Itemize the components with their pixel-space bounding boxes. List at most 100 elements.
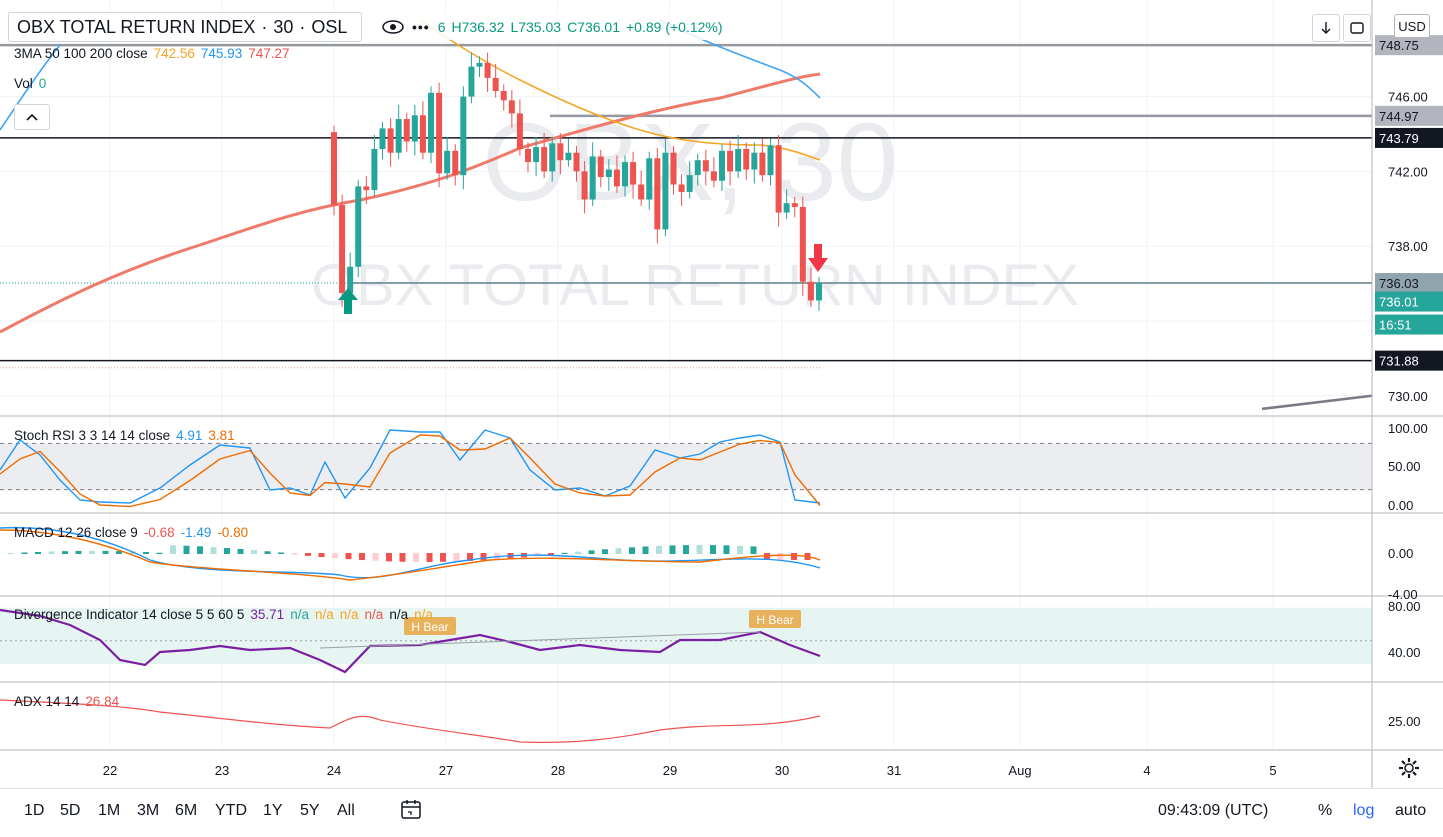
stoch-legend[interactable]: Stoch RSI 3 3 14 14 close 4.91 3.81 xyxy=(14,428,241,443)
candle-body-32 xyxy=(589,156,596,200)
vol-legend[interactable]: Vol 0 xyxy=(14,76,52,91)
price-label-l743: 743.79 xyxy=(1379,131,1419,146)
time-tick-3: 27 xyxy=(439,763,453,778)
div-na-2: n/a xyxy=(314,607,334,622)
hbear-badge-0 xyxy=(404,617,456,635)
candle-body-28 xyxy=(557,143,564,161)
candle-body-24 xyxy=(525,148,531,163)
macd-bar-7 xyxy=(102,550,109,554)
range-button-5d[interactable]: 5D xyxy=(60,802,81,819)
symbol-title[interactable]: OBX TOTAL RETURN INDEX · 30 · OSL xyxy=(8,12,363,42)
divergence-legend[interactable]: Divergence Indicator 14 close 5 5 60 5 35… xyxy=(14,607,439,622)
price-label-l731: 731.88 xyxy=(1379,354,1419,369)
signal-arrows xyxy=(338,244,828,314)
macd-bar-4 xyxy=(62,551,68,554)
stoch-d-line xyxy=(0,434,821,508)
macd-legend[interactable]: MACD 12 26 close 9 -0.68 -1.49 -0.80 xyxy=(14,525,254,540)
vol-label: Vol xyxy=(14,76,33,91)
div-na-5: n/a xyxy=(389,607,409,622)
time-tick-0: 22 xyxy=(103,763,117,778)
time-tick-4: 28 xyxy=(551,763,565,778)
candle-body-43 xyxy=(678,184,685,192)
candle-body-30 xyxy=(573,152,580,172)
log-scale-button[interactable]: log xyxy=(1353,802,1375,819)
candle-body-26 xyxy=(541,147,548,172)
macd-bar-25 xyxy=(345,553,352,560)
gear-icon[interactable] xyxy=(1398,757,1420,779)
divergence-band xyxy=(0,607,1372,664)
ma-legend[interactable]: 3MA 50 100 200 close 742.56 745.93 747.27 xyxy=(14,46,296,61)
macd-bar-6 xyxy=(89,550,95,554)
candle-body-38 xyxy=(638,184,645,200)
range-button-1d[interactable]: 1D xyxy=(24,802,45,819)
div-na-6: n/a xyxy=(414,607,433,622)
auto-scale-button[interactable]: auto xyxy=(1395,802,1427,819)
clock-readout[interactable]: 09:43:09 (UTC) xyxy=(1158,802,1269,819)
range-button-1m[interactable]: 1M xyxy=(98,802,121,819)
candle-body-53 xyxy=(759,152,766,176)
currency-button[interactable]: USD xyxy=(1394,14,1430,38)
candle-body-46 xyxy=(702,160,709,172)
pane1-tick-1: -4.00 xyxy=(1388,587,1418,602)
candle-body-4 xyxy=(363,186,370,191)
range-button-5y[interactable]: 5Y xyxy=(300,802,320,819)
chevron-up-icon xyxy=(26,113,38,121)
macd-bar-48 xyxy=(656,545,662,554)
range-button-1y[interactable]: 1Y xyxy=(263,802,283,819)
macd-bar-54 xyxy=(737,545,743,554)
candle-body-18 xyxy=(476,62,483,67)
stoch-d: 3.81 xyxy=(208,428,235,443)
range-button-6m[interactable]: 6M xyxy=(175,802,198,819)
macd-bar-34 xyxy=(467,553,473,561)
pane0-tick-1: 50.00 xyxy=(1388,459,1421,474)
download-button[interactable] xyxy=(1312,14,1340,42)
adx-legend[interactable]: ADX 14 14 26.84 xyxy=(14,694,125,709)
candle-body-40 xyxy=(654,158,661,230)
macd-bar-40 xyxy=(548,553,554,556)
candle-body-56 xyxy=(783,203,790,213)
time-axis[interactable]: 22 23 24 27 28 29 30 31 Aug 4 5 xyxy=(103,763,1277,778)
price-axis[interactable]: 746.00 742.00 738.00 730.00 748.75 744.97 743.… xyxy=(1375,35,1443,729)
price-label-box-3 xyxy=(1375,273,1443,294)
macd-bar-57 xyxy=(777,553,784,560)
candle-body-31 xyxy=(581,171,588,200)
percent-scale-button[interactable]: % xyxy=(1318,802,1333,819)
more-options-icon[interactable]: ••• xyxy=(412,19,430,35)
macd-bar-47 xyxy=(642,546,649,554)
candle-body-50 xyxy=(735,148,742,172)
ohlc-change: +0.89 (+0.12%) xyxy=(626,19,723,35)
candle-body-51 xyxy=(743,148,750,170)
macd-bar-58 xyxy=(791,553,797,560)
candle-body-29 xyxy=(565,152,572,161)
macd-bar-52 xyxy=(710,545,716,554)
ohlc-low: L735.03 xyxy=(510,19,562,35)
calendar-icon[interactable] xyxy=(400,798,422,820)
candle-body-15 xyxy=(452,150,459,176)
ma50-value: 742.56 xyxy=(153,46,195,61)
range-button-ytd[interactable]: YTD xyxy=(215,802,247,819)
collapse-legend-button[interactable] xyxy=(14,104,50,130)
div-na-3: n/a xyxy=(339,607,359,622)
ohlc-open: 6 xyxy=(437,19,446,35)
macd-bar-42 xyxy=(575,551,581,554)
macd-bar-9 xyxy=(129,551,136,554)
range-button-3m[interactable]: 3M xyxy=(137,802,160,819)
eye-icon[interactable] xyxy=(380,17,406,37)
macd-bar-30 xyxy=(413,553,419,562)
range-button-all[interactable]: All xyxy=(337,802,355,819)
price-label-box-5 xyxy=(1375,314,1443,335)
pane2-tick-0: 80.00 xyxy=(1388,599,1421,614)
macd-bar-26 xyxy=(359,553,365,561)
candle-body-34 xyxy=(605,169,612,178)
macd-bar-11 xyxy=(156,552,163,554)
price-tick-2: 738.00 xyxy=(1388,239,1428,254)
candles[interactable] xyxy=(331,52,822,311)
fullscreen-button[interactable] xyxy=(1343,14,1371,42)
macd-bar-31 xyxy=(426,553,433,562)
stoch-k-line xyxy=(0,429,821,504)
ma200-line xyxy=(0,72,821,334)
horizontal-levels[interactable] xyxy=(0,43,1373,411)
divergence-label: Divergence Indicator 14 close 5 5 60 5 xyxy=(14,607,245,622)
candle-body-7 xyxy=(387,128,394,153)
